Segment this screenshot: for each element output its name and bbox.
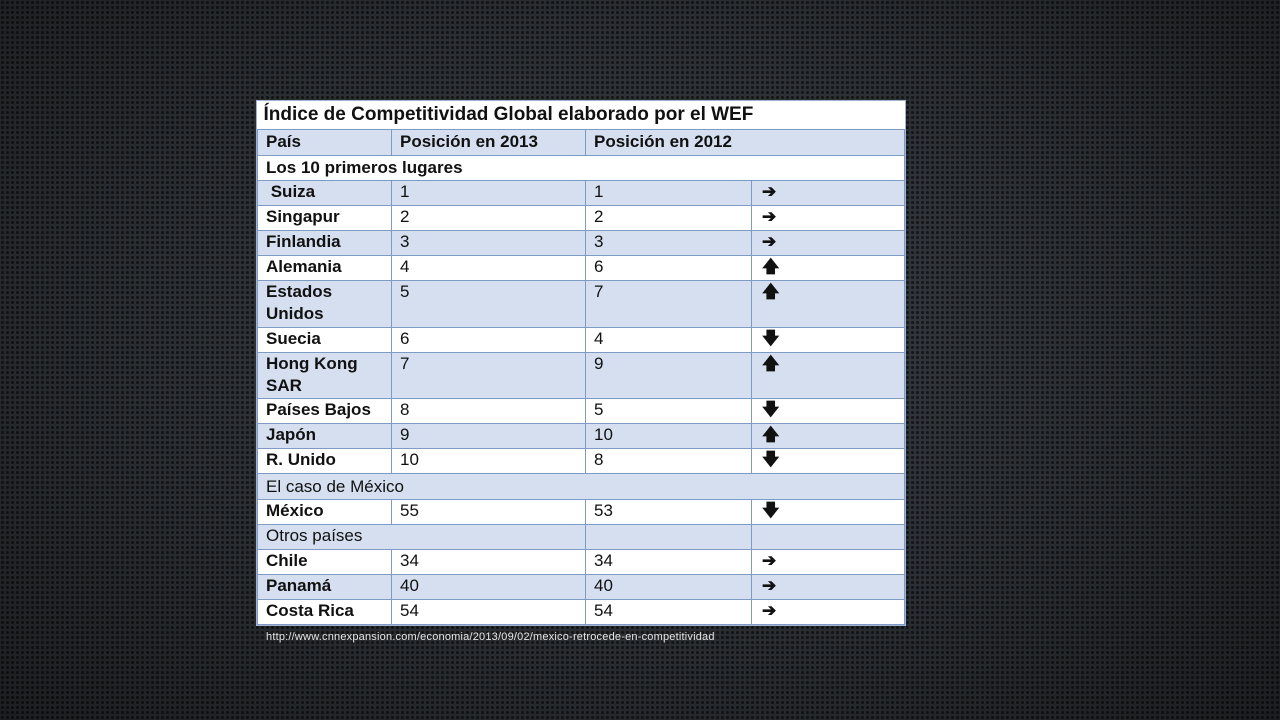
position-2013-cell: 1 [391,179,586,206]
country-cell: Chile [257,548,392,575]
table-row: Costa Rica 54 54 ➔ [257,598,905,626]
arrow-right-icon: ➔ [751,179,905,206]
table-row: Chile 34 34 ➔ [257,548,905,575]
country-cell: Estados Unidos [257,279,392,328]
position-2013-cell: 5 [391,279,586,328]
competitiveness-table: Índice de Competitividad Global elaborad… [257,101,905,626]
position-2012-cell: 7 [585,279,752,328]
table-row: Suiza 1 1 ➔ [257,179,905,206]
table-row: Singapur 2 2 ➔ [257,204,905,231]
section-row-mexico: El caso de México [257,473,905,500]
header-country: País [257,129,392,156]
table-header-row: País Posición en 2013 Posición en 2012 [257,129,905,156]
table-row: Alemania 4 6 🡅 [257,254,905,281]
header-position-2012: Posición en 2012 [585,129,905,156]
arrow-down-icon: 🡇 [751,498,905,525]
position-2013-cell: 7 [391,351,586,400]
section-mexico-label: El caso de México [257,473,905,500]
position-2012-cell: 8 [585,448,752,475]
arrow-right-icon: ➔ [751,598,905,626]
section-row-top10: Los 10 primeros lugares [257,154,905,181]
table-row: Hong Kong SAR 7 9 🡅 [257,351,905,400]
position-2012-cell: 1 [585,179,752,206]
arrow-up-icon: 🡅 [751,423,905,450]
country-cell: México [257,498,392,525]
arrow-down-icon: 🡇 [751,326,905,353]
position-2013-cell: 3 [391,229,586,256]
table-row: Países Bajos 8 5 🡇 [257,398,905,425]
table-row: Finlandia 3 3 ➔ [257,229,905,256]
empty-cell [751,523,905,550]
arrow-up-icon: 🡅 [751,279,905,328]
table-row: Panamá 40 40 ➔ [257,573,905,600]
position-2013-cell: 9 [391,423,586,450]
position-2013-cell: 6 [391,326,586,353]
position-2012-cell: 53 [585,498,752,525]
arrow-right-icon: ➔ [751,229,905,256]
section-top10-label: Los 10 primeros lugares [257,154,905,181]
table-title-row: Índice de Competitividad Global elaborad… [257,101,905,131]
arrow-up-icon: 🡅 [751,351,905,400]
header-position-2013: Posición en 2013 [391,129,586,156]
position-2012-cell: 34 [585,548,752,575]
country-cell: Finlandia [257,229,392,256]
country-cell: Costa Rica [257,598,392,626]
position-2012-cell: 54 [585,598,752,626]
country-cell: Suiza [257,179,392,206]
position-2013-cell: 40 [391,573,586,600]
arrow-up-icon: 🡅 [751,254,905,281]
arrow-down-icon: 🡇 [751,448,905,475]
position-2012-cell: 4 [585,326,752,353]
competitiveness-table-image: Índice de Competitividad Global elaborad… [256,100,906,626]
position-2013-cell: 34 [391,548,586,575]
position-2013-cell: 8 [391,398,586,425]
position-2012-cell: 2 [585,204,752,231]
arrow-right-icon: ➔ [751,548,905,575]
position-2013-cell: 10 [391,448,586,475]
source-link[interactable]: http://www.cnnexpansion.com/economia/201… [266,631,715,643]
table-row: Estados Unidos 5 7 🡅 [257,279,905,328]
empty-cell [585,523,752,550]
position-2013-cell: 4 [391,254,586,281]
country-cell: Suecia [257,326,392,353]
position-2013-cell: 2 [391,204,586,231]
country-cell: Países Bajos [257,398,392,425]
position-2012-cell: 5 [585,398,752,425]
position-2012-cell: 6 [585,254,752,281]
country-cell: R. Unido [257,448,392,475]
table-row: México 55 53 🡇 [257,498,905,525]
position-2012-cell: 10 [585,423,752,450]
country-cell: Singapur [257,204,392,231]
arrow-right-icon: ➔ [751,573,905,600]
country-cell: Panamá [257,573,392,600]
position-2012-cell: 3 [585,229,752,256]
table-row: Suecia 6 4 🡇 [257,326,905,353]
section-others-label: Otros países [257,523,586,550]
country-cell: Hong Kong SAR [257,351,392,400]
table-row: Japón 9 10 🡅 [257,423,905,450]
arrow-right-icon: ➔ [751,204,905,231]
position-2012-cell: 40 [585,573,752,600]
arrow-down-icon: 🡇 [751,398,905,425]
table-row: R. Unido 10 8 🡇 [257,448,905,475]
position-2013-cell: 55 [391,498,586,525]
country-cell: Japón [257,423,392,450]
position-2013-cell: 54 [391,598,586,626]
section-row-others: Otros países [257,523,905,550]
country-cell: Alemania [257,254,392,281]
table-title: Índice de Competitividad Global elaborad… [257,101,905,131]
position-2012-cell: 9 [585,351,752,400]
